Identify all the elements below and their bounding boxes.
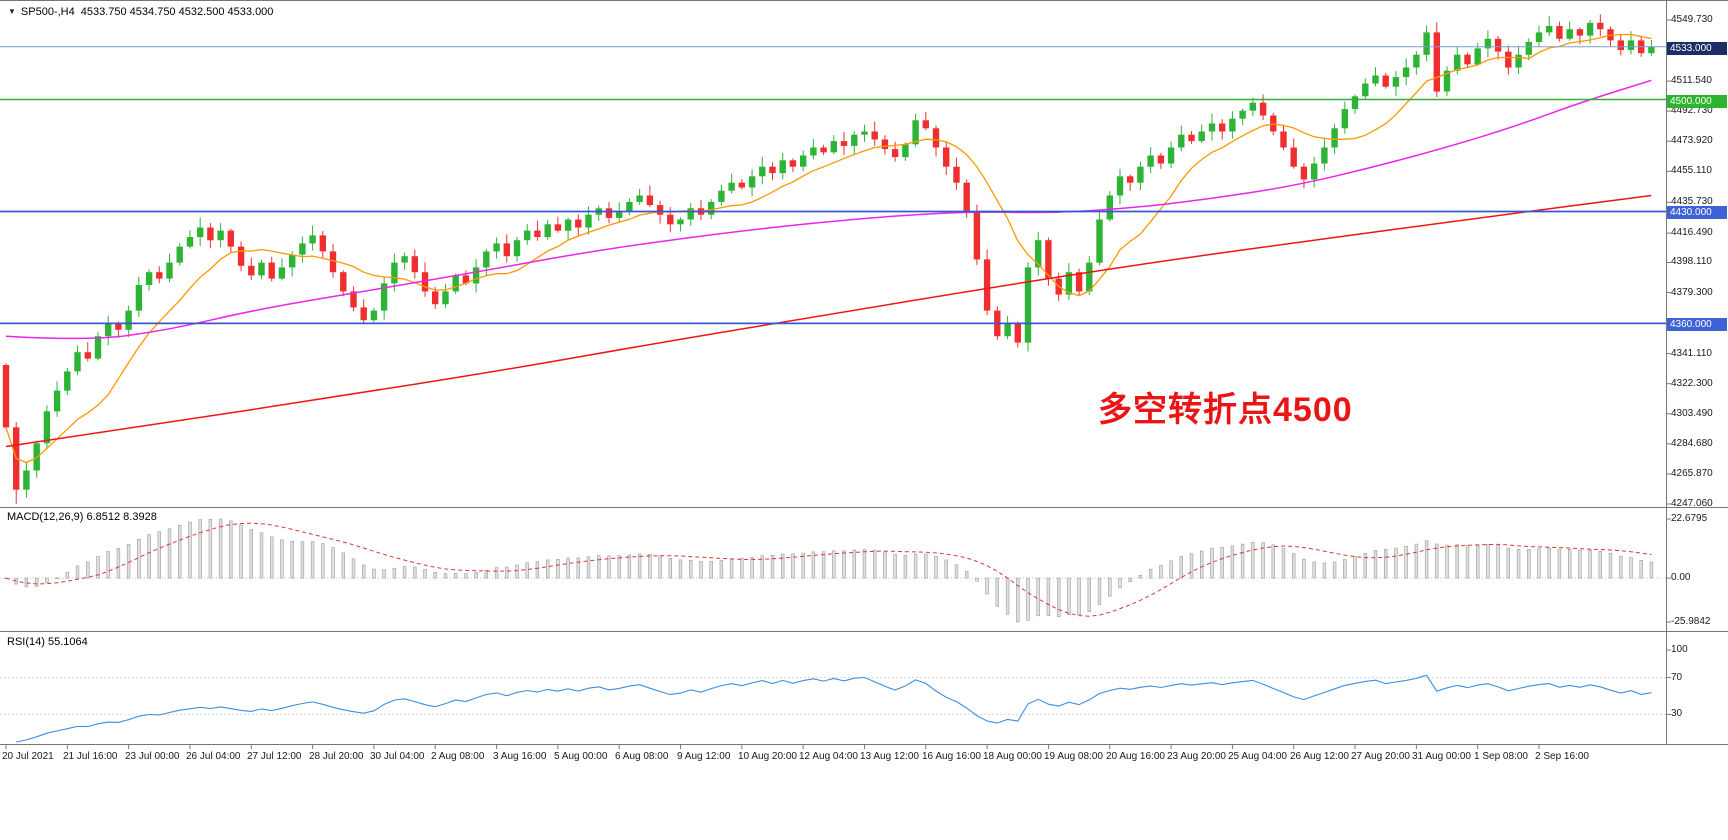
- candlestick-layer: [2, 14, 1655, 504]
- symbol-title: SP500-,H4: [20, 6, 75, 18]
- ma-slow-line: [5, 194, 1652, 448]
- ma-mid-line: [5, 79, 1652, 340]
- symbol-ohlc-values: 4533.750 4534.750 4532.500 4533.000: [80, 6, 274, 18]
- rsi-line: [16, 674, 1652, 743]
- macd-pane-content: [0, 518, 1666, 623]
- macd-indicator-label: MACD(12,26,9) 6.8512 8.3928: [7, 511, 157, 523]
- macd-histogram: [4, 518, 1654, 623]
- moving-average-layer: [5, 33, 1652, 464]
- macd-signal-line: [5, 522, 1652, 617]
- ma-fast-line: [5, 33, 1652, 464]
- symbol-dropdown-icon[interactable]: ▼: [8, 7, 16, 16]
- symbol-header: ▼ SP500-,H4 4533.750 4534.750 4532.500 453…: [8, 6, 273, 18]
- horizontal-levels-layer: [0, 46, 1666, 325]
- rsi-indicator-label: RSI(14) 55.1064: [7, 636, 88, 648]
- pane-separators[interactable]: [0, 0, 1728, 749]
- chart-annotation-text: 多空转折点4500: [1098, 391, 1353, 429]
- rsi-pane-content: [0, 674, 1666, 743]
